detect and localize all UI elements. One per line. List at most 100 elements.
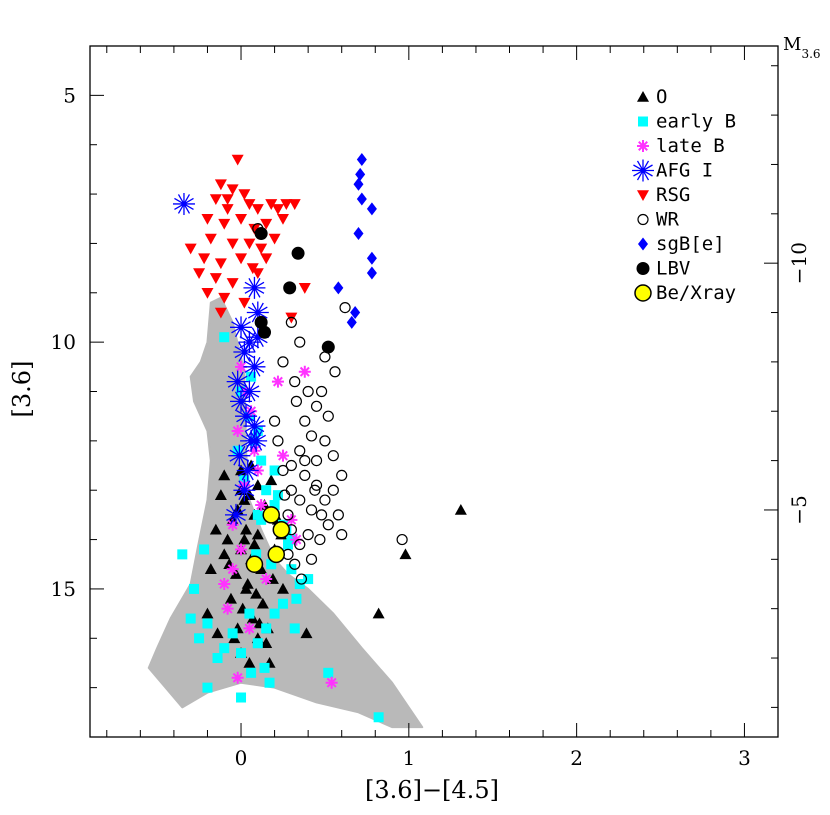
point-o (251, 528, 264, 540)
point-early-b (227, 628, 238, 639)
point-early-b (261, 485, 272, 496)
point-rsg (265, 199, 278, 210)
point-wr (310, 400, 323, 412)
point-afg-i (224, 503, 247, 526)
point-rsg (238, 297, 251, 309)
legend-marker-o (637, 91, 649, 102)
point-afg-i (246, 301, 269, 324)
point-rsg (288, 199, 301, 210)
point-early-b (232, 445, 243, 456)
point-o (256, 597, 269, 609)
point-rsg (251, 268, 264, 280)
point-o (238, 533, 251, 545)
point-o (243, 656, 256, 668)
point-o (454, 503, 467, 515)
point-rsg (285, 312, 298, 324)
point-wr (272, 435, 284, 447)
point-lbv (321, 340, 335, 354)
legend-marker-afg-i (632, 159, 654, 182)
legend-label-wr: WR (656, 209, 679, 231)
point-be-xray (272, 520, 291, 539)
point-rsg (235, 253, 248, 265)
point-afg-i (243, 276, 266, 299)
point-early-b (177, 549, 188, 560)
point-sgb-e (356, 153, 367, 167)
point-afg-i (228, 444, 251, 467)
point-wr (299, 469, 311, 482)
point-wr (314, 533, 326, 546)
point-sgb-e (353, 227, 364, 241)
point-early-b (236, 692, 247, 703)
point-early-b (269, 465, 280, 476)
legend-marker-late-b (637, 140, 649, 152)
point-o (276, 582, 289, 594)
point-early-b (219, 643, 230, 654)
point-late-b (218, 577, 231, 590)
point-o (240, 582, 253, 594)
point-rsg (226, 238, 239, 250)
point-late-b (226, 518, 239, 531)
point-sgb-e (353, 177, 364, 191)
point-wr (285, 459, 297, 472)
point-wr (299, 455, 311, 467)
legend-marker-lbv (636, 262, 650, 275)
point-wr (282, 509, 294, 521)
point-early-b (212, 653, 223, 664)
point-wr (289, 376, 301, 388)
point-sgb-e (355, 167, 366, 181)
point-rsg (193, 268, 206, 280)
point-late-b (245, 405, 258, 418)
point-late-b (260, 573, 273, 586)
point-wr (295, 573, 308, 585)
point-wr (396, 533, 408, 546)
background-cloud-shape (147, 296, 424, 729)
legend-label-rsg: RSG (656, 184, 690, 206)
point-late-b (271, 375, 284, 388)
x-axis-title: [3.6]−[4.5] (365, 776, 499, 804)
point-afg-i (235, 405, 258, 428)
point-be-xray (262, 506, 280, 524)
point-o (399, 548, 412, 560)
point-wr (305, 504, 318, 516)
point-wr (302, 385, 314, 398)
point-be-xray (267, 545, 286, 564)
point-rsg (260, 218, 273, 230)
x-tick-label: 0 (235, 746, 248, 770)
point-sgb-e (346, 315, 357, 329)
point-rsg (214, 179, 227, 191)
axes: 0 1 2 3 5 10 15 −10 −5 (51, 45, 811, 770)
point-rsg (243, 238, 256, 250)
point-wr (294, 538, 306, 551)
point-early-b (269, 500, 280, 511)
legend-marker-rsg (637, 190, 649, 201)
point-wr (294, 445, 306, 457)
point-late-b (231, 671, 244, 684)
point-late-b (235, 360, 248, 373)
point-lbv (291, 246, 305, 260)
point-wr (315, 385, 328, 398)
point-late-b (285, 513, 298, 526)
point-o (265, 474, 278, 486)
point-rsg (226, 184, 239, 196)
point-early-b (202, 682, 213, 693)
point-sgb-e (366, 251, 377, 265)
point-o (204, 563, 217, 574)
legend-label-late-b: late B (656, 135, 725, 157)
point-early-b (303, 574, 314, 585)
point-rsg (268, 233, 281, 245)
point-rsg (235, 213, 248, 225)
x-tick-label: 1 (402, 746, 415, 770)
point-afg-i (230, 390, 253, 413)
point-rsg (276, 213, 289, 225)
point-wr (268, 415, 281, 427)
y-tick-label: 10 (51, 330, 76, 354)
point-rsg (218, 218, 231, 230)
point-early-b (256, 455, 267, 466)
point-early-b (373, 712, 384, 723)
point-rsg (218, 292, 231, 304)
point-early-b (252, 509, 263, 520)
point-rsg (209, 273, 222, 284)
point-o (266, 573, 279, 584)
point-late-b (221, 602, 234, 615)
y-axis-title: [3.6] (8, 361, 36, 418)
